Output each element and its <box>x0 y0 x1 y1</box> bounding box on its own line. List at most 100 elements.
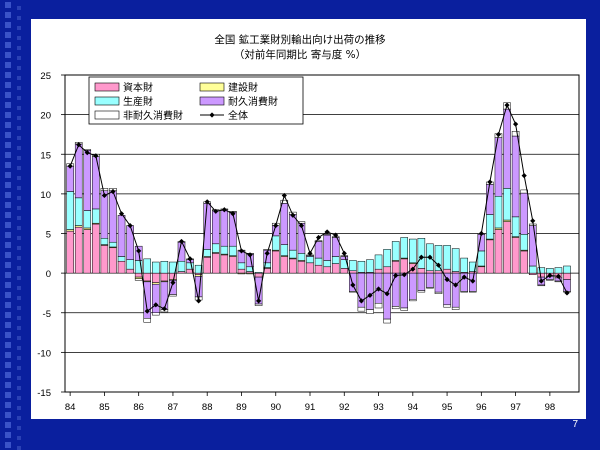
total-point <box>418 254 424 260</box>
bar-segment <box>289 258 297 274</box>
total-point <box>118 211 125 217</box>
edge-square <box>5 202 11 208</box>
bar-segment <box>74 226 83 274</box>
edge-square <box>5 122 11 128</box>
legend-swatch <box>94 110 120 120</box>
bar-segment <box>563 272 571 280</box>
edge-square <box>17 296 21 300</box>
bar-segment <box>314 240 323 242</box>
bar-segment <box>400 272 409 309</box>
edge-square <box>5 72 11 78</box>
edge-square <box>17 106 21 110</box>
bar-segment <box>100 245 109 274</box>
edge-square <box>5 342 11 348</box>
edge-square <box>17 156 21 160</box>
edge-square <box>5 142 11 148</box>
bar-segment <box>391 272 400 307</box>
bar-segment <box>314 241 323 259</box>
edge-square <box>5 182 11 188</box>
edge-square <box>5 392 11 398</box>
bar-segment <box>92 208 100 224</box>
bar-segment <box>152 283 160 314</box>
edge-square <box>5 372 11 378</box>
total-point <box>161 306 167 312</box>
total-line <box>67 102 570 314</box>
bar-segment <box>212 210 220 245</box>
edge-square <box>17 126 21 130</box>
total-point <box>247 252 253 258</box>
edge-square <box>5 442 11 448</box>
bar-segment <box>528 265 537 274</box>
bar-segment <box>100 238 109 245</box>
bar-segment <box>451 248 460 272</box>
bar-segment <box>297 260 306 274</box>
bar-segment <box>314 257 323 266</box>
edge-square <box>5 252 11 258</box>
bar-segment <box>374 254 383 270</box>
legend-swatch <box>199 96 225 106</box>
bar-segment <box>323 234 331 261</box>
bar-segment <box>554 267 563 274</box>
bar-segment <box>434 272 443 293</box>
legend-label: 資本財 <box>123 81 153 94</box>
bar-segment <box>511 216 520 237</box>
bar-segment <box>160 281 169 310</box>
bar-segment <box>443 245 451 270</box>
total-point <box>513 121 519 127</box>
total-point <box>324 229 330 235</box>
bar-segment <box>409 272 417 300</box>
edge-square <box>5 132 11 138</box>
bar-segment <box>383 266 391 274</box>
edge-square <box>17 16 21 20</box>
x-tick-label: 95 <box>442 402 453 413</box>
bar-segment <box>92 156 100 210</box>
edge-square <box>17 146 21 150</box>
edge-square <box>17 396 21 400</box>
bar-segment <box>117 256 126 262</box>
bar-segment <box>451 272 460 308</box>
edge-square <box>5 52 11 58</box>
bar-segment <box>434 245 443 271</box>
edge-square <box>17 186 21 190</box>
total-point <box>76 142 82 148</box>
y-tick-label: 10 <box>40 190 51 201</box>
y-tick-label: -10 <box>37 348 51 359</box>
bar-segment <box>366 259 374 273</box>
bar-segment <box>374 302 383 309</box>
bar-segment <box>451 306 460 310</box>
total-point <box>136 248 142 254</box>
total-point <box>393 272 399 279</box>
bar-segment <box>554 280 563 283</box>
edge-square <box>5 332 11 338</box>
edge-square <box>5 42 11 48</box>
bar-segment <box>254 272 263 274</box>
bar-segment <box>417 290 426 293</box>
edge-square <box>17 6 21 10</box>
edge-square <box>5 422 11 428</box>
bar-segment <box>289 249 297 259</box>
x-tick-label: 88 <box>202 402 213 413</box>
bar-segment <box>417 272 426 291</box>
total-point <box>221 207 227 213</box>
bar-segment <box>477 266 486 274</box>
bar-segment <box>74 197 83 226</box>
bar-segment <box>66 230 74 274</box>
edge-square <box>5 382 11 388</box>
edge-square <box>17 86 21 90</box>
edge-square <box>5 242 11 248</box>
edge-square <box>17 246 21 250</box>
bar-segment <box>220 209 229 247</box>
edge-square <box>5 192 11 198</box>
total-point <box>478 230 484 237</box>
bar-segment <box>143 258 151 274</box>
legend-box <box>88 76 304 125</box>
total-point <box>521 173 527 179</box>
bar-segment <box>426 287 434 289</box>
total-point <box>350 282 356 288</box>
bar-segment <box>383 249 391 268</box>
bar-segment <box>511 135 520 218</box>
y-tick-label: 20 <box>40 111 51 122</box>
edge-square <box>5 232 11 238</box>
bar-segment <box>503 108 511 189</box>
